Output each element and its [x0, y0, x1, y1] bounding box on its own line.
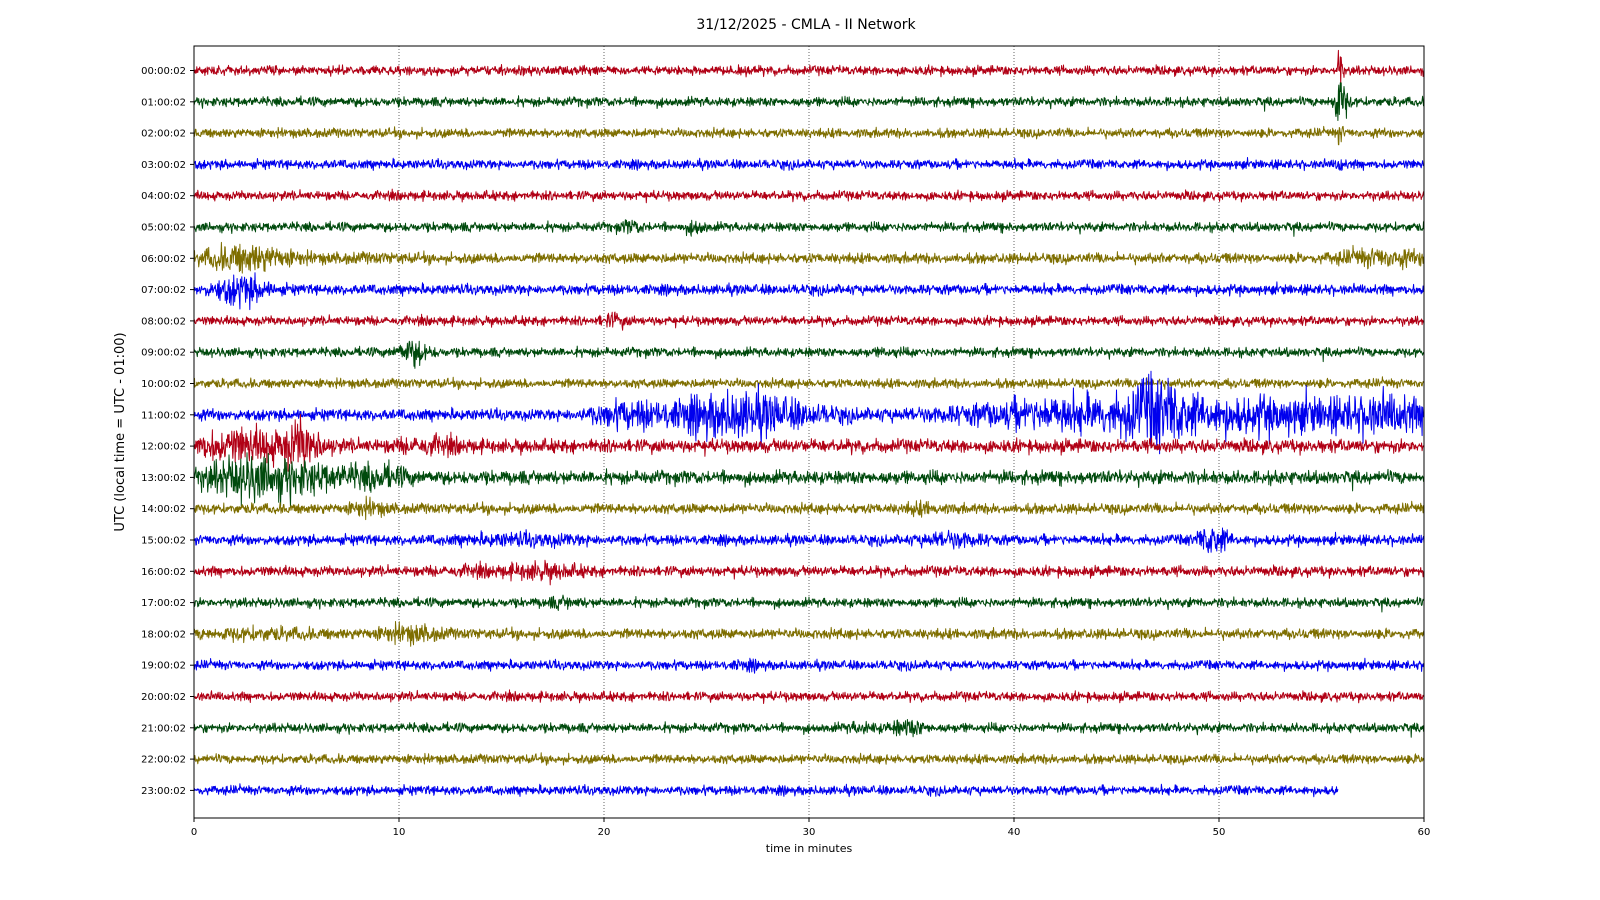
x-axis-label: time in minutes	[766, 842, 853, 855]
trace-22-00-02	[194, 752, 1424, 766]
y-tick-label: 05:00:02	[141, 223, 186, 234]
x-tick-label: 60	[1418, 827, 1431, 838]
chart-title: 31/12/2025 - CMLA - II Network	[696, 17, 916, 33]
y-tick-label: 02:00:02	[141, 129, 186, 140]
trace-04-00-02	[194, 188, 1424, 204]
y-tick-label: 00:00:02	[141, 66, 186, 77]
y-tick-label: 13:00:02	[141, 473, 186, 484]
y-tick-label: 06:00:02	[141, 254, 186, 265]
trace-05-00-02	[194, 219, 1424, 237]
x-axis-ticks: 0 10 20 30 40 50 60	[191, 818, 1431, 838]
y-tick-label: 04:00:02	[141, 191, 186, 202]
x-tick-label: 30	[803, 827, 816, 838]
trace-13-00-02	[194, 452, 1424, 508]
x-tick-label: 20	[598, 827, 611, 838]
trace-06-00-02	[194, 241, 1424, 274]
x-tick-label: 50	[1213, 827, 1226, 838]
x-tick-label: 40	[1008, 827, 1021, 838]
trace-11-00-02	[194, 370, 1424, 455]
trace-01-00-02	[194, 82, 1424, 121]
y-tick-label: 15:00:02	[141, 536, 186, 547]
y-tick-label: 23:00:02	[141, 786, 186, 797]
trace-16-00-02	[194, 559, 1424, 586]
x-tick-label: 10	[393, 827, 406, 838]
y-axis-ticks: 00:00:02 01:00:02 02:00:02 03:00:02 04:00:02…	[141, 66, 194, 797]
trace-18-00-02	[194, 621, 1424, 647]
y-tick-label: 19:00:02	[141, 661, 186, 672]
y-tick-label: 08:00:02	[141, 316, 186, 327]
y-tick-label: 07:00:02	[141, 285, 186, 296]
y-tick-label: 14:00:02	[141, 504, 186, 515]
y-tick-label: 16:00:02	[141, 567, 186, 578]
trace-15-00-02	[194, 527, 1424, 554]
trace-12-00-02	[194, 414, 1424, 472]
y-tick-label: 10:00:02	[141, 379, 186, 390]
trace-10-00-02	[194, 376, 1424, 391]
y-tick-label: 20:00:02	[141, 692, 186, 703]
y-tick-label: 17:00:02	[141, 598, 186, 609]
trace-09-00-02	[194, 340, 1424, 369]
trace-08-00-02	[194, 311, 1424, 331]
trace-03-00-02	[194, 157, 1424, 172]
x-tick-label: 0	[191, 827, 197, 838]
trace-02-00-02	[194, 125, 1424, 146]
y-tick-label: 01:00:02	[141, 97, 186, 108]
trace-00-00-02	[194, 49, 1424, 87]
y-tick-label: 18:00:02	[141, 629, 186, 640]
y-tick-label: 22:00:02	[141, 755, 186, 766]
trace-20-00-02	[194, 689, 1424, 704]
seismic-traces	[194, 49, 1424, 798]
y-tick-label: 09:00:02	[141, 348, 186, 359]
y-tick-label: 03:00:02	[141, 160, 186, 171]
trace-21-00-02	[194, 719, 1424, 738]
trace-17-00-02	[194, 594, 1424, 613]
y-tick-label: 12:00:02	[141, 442, 186, 453]
trace-19-00-02	[194, 657, 1424, 674]
trace-07-00-02	[194, 272, 1424, 311]
y-tick-label: 11:00:02	[141, 410, 186, 421]
trace-14-00-02	[194, 495, 1424, 521]
trace-23-00-02	[194, 783, 1339, 798]
y-tick-label: 21:00:02	[141, 723, 186, 734]
y-axis-label: UTC (local time = UTC - 01:00)	[113, 332, 128, 531]
